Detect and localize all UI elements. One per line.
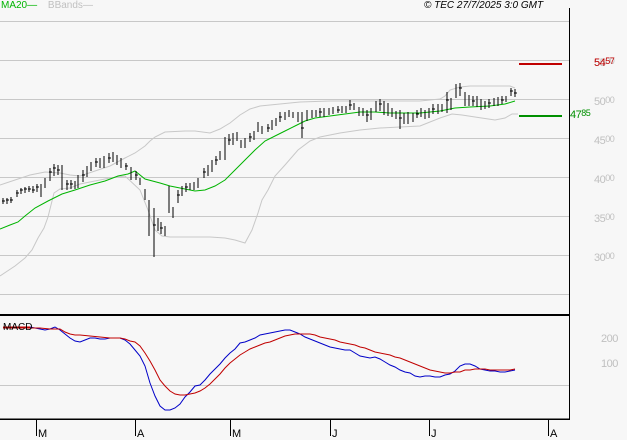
x-label-april: A bbox=[137, 428, 145, 440]
y-label-5000: 5000 bbox=[594, 95, 615, 108]
legend-ma20: MA20— bbox=[1, 0, 37, 11]
x-label-may: M bbox=[232, 428, 242, 440]
resistance-value-sup: 57 bbox=[605, 56, 615, 66]
resistance-value-label: 5457 bbox=[594, 56, 615, 69]
ma20-line bbox=[0, 100, 516, 230]
y-label-4000: 4000 bbox=[594, 173, 615, 186]
y-label-sup: 00 bbox=[605, 134, 615, 144]
x-axis-ticks bbox=[36, 419, 549, 436]
y-label-sup: 00 bbox=[605, 212, 615, 222]
support-value-label: 4785 bbox=[570, 108, 591, 121]
price-bar-ticks bbox=[2, 87, 517, 229]
y-label-3500: 3500 bbox=[594, 212, 615, 225]
support-value-sup: 85 bbox=[581, 108, 591, 118]
x-label-june: J bbox=[332, 428, 338, 440]
legend-bbands-label: BBands bbox=[47, 0, 83, 11]
legend-ma20-label: MA20 bbox=[1, 0, 28, 11]
x-label-july: J bbox=[431, 428, 437, 440]
legend-ma20-swatch: — bbox=[27, 0, 38, 11]
bollinger-upper-band bbox=[0, 85, 516, 186]
y-label-5500-main: 55 bbox=[594, 57, 606, 69]
resistance-value-main: 54 bbox=[594, 57, 606, 69]
x-label-august: A bbox=[550, 428, 558, 440]
y-label-main: 35 bbox=[594, 213, 606, 225]
y-label-main: 45 bbox=[594, 135, 606, 147]
bollinger-lower-band bbox=[0, 113, 518, 277]
price-gridlines bbox=[0, 21, 569, 295]
copyright-timestamp: © TEC 27/7/2025 3:0 GMT bbox=[424, 0, 544, 11]
y-label-5500-sup: 00 bbox=[605, 56, 615, 66]
macd-line bbox=[3, 326, 516, 411]
support-value-main: 47 bbox=[570, 109, 582, 121]
y-label-main: 40 bbox=[594, 174, 606, 186]
price-bars bbox=[2, 83, 516, 257]
chart-legend: MA20— BBands— bbox=[1, 0, 93, 12]
y-label-main: 50 bbox=[594, 96, 606, 108]
y-label-4500: 4500 bbox=[594, 134, 615, 147]
signal-line bbox=[3, 327, 516, 396]
y-label-sup: 00 bbox=[605, 173, 615, 183]
macd-title: MACD bbox=[3, 322, 33, 333]
legend-bbands-swatch: — bbox=[82, 0, 93, 11]
y-label-main: 30 bbox=[594, 252, 606, 264]
y-label-sup: 00 bbox=[605, 251, 615, 261]
y-label-sup: 00 bbox=[605, 95, 615, 105]
legend-bbands: BBands— bbox=[48, 0, 93, 11]
x-label-march: M bbox=[38, 428, 48, 440]
y-label-5500: 5500 bbox=[594, 56, 615, 69]
y-label-3000: 3000 bbox=[594, 251, 615, 264]
macd-y-label-100: 100 bbox=[601, 358, 618, 370]
macd-y-label-200: 200 bbox=[601, 333, 618, 345]
